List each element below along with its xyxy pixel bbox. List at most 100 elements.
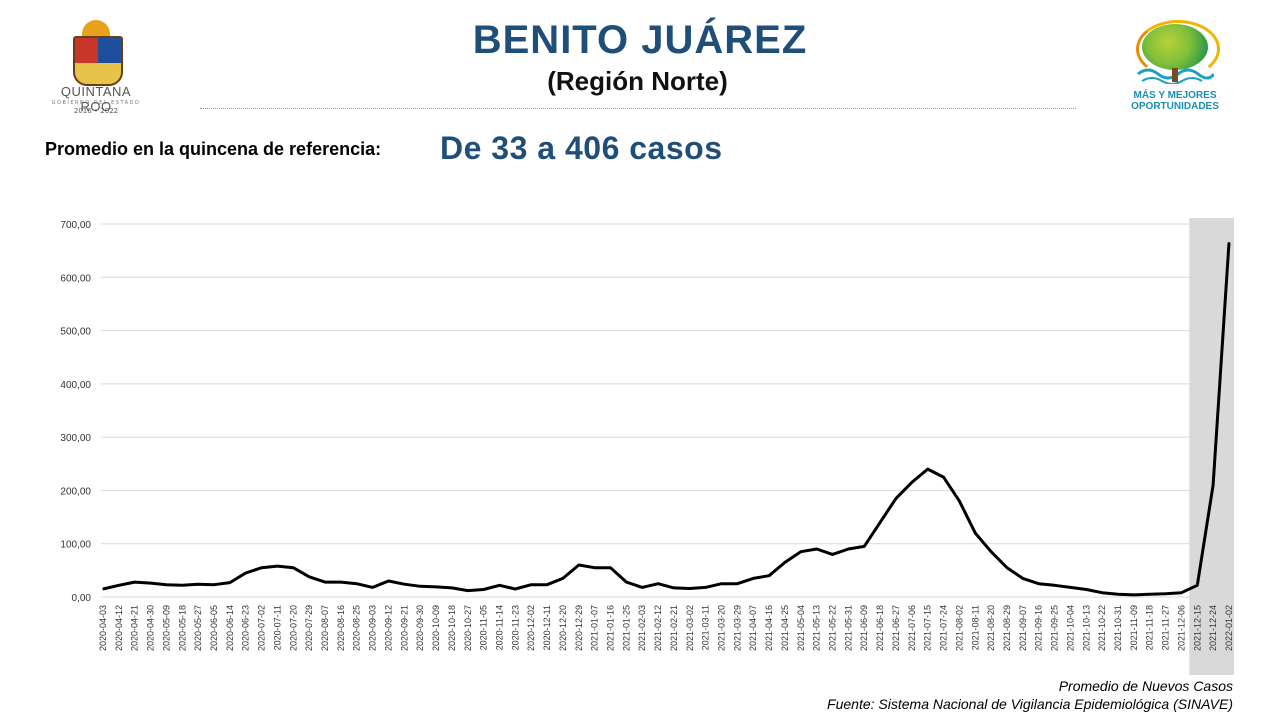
x-tick-label: 2021-05-22 — [828, 605, 838, 651]
data-point — [133, 581, 136, 583]
data-point — [1212, 484, 1214, 486]
data-point — [276, 565, 279, 567]
x-tick-label: 2021-05-31 — [843, 605, 853, 651]
data-point — [609, 566, 612, 569]
data-point — [895, 497, 897, 500]
x-tick-label: 2021-12-24 — [1208, 605, 1218, 651]
data-point — [784, 561, 786, 564]
data-point — [229, 581, 231, 584]
data-point — [1022, 577, 1024, 580]
data-point — [451, 587, 453, 589]
logo-left-years: 2016 • 2022 — [73, 107, 119, 115]
waves-icon — [1137, 68, 1214, 84]
data-point — [181, 584, 184, 587]
data-point — [498, 584, 501, 587]
data-point — [1133, 594, 1135, 596]
logo-right-line1: MÁS Y MEJORES — [1133, 90, 1217, 101]
data-point — [942, 476, 945, 478]
y-tick-label: 500,00 — [60, 327, 91, 338]
x-tick-label: 2020-10-27 — [463, 605, 473, 651]
data-point — [958, 500, 961, 502]
data-point — [197, 583, 199, 586]
x-tick-label: 2021-07-15 — [923, 605, 933, 651]
x-tick-label: 2021-03-02 — [685, 605, 695, 651]
x-tick-label: 2021-03-29 — [732, 605, 742, 651]
x-tick-label: 2020-07-29 — [304, 605, 314, 651]
x-tick-label: 2020-04-12 — [114, 605, 124, 651]
y-tick-label: 600,00 — [60, 273, 91, 284]
x-tick-label: 2020-12-20 — [558, 605, 568, 651]
sun-emblem — [82, 20, 110, 38]
quintana-roo-logo: QUINTANA ROO GOBIERNO DEL ESTADO 2016 • … — [44, 18, 148, 115]
data-point — [102, 588, 104, 590]
data-point — [768, 574, 770, 577]
data-point — [673, 587, 675, 589]
x-tick-label: 2021-06-09 — [859, 605, 869, 651]
x-tick-label: 2020-05-18 — [177, 605, 187, 651]
data-point — [1101, 591, 1103, 594]
data-point — [625, 581, 628, 583]
data-point — [546, 583, 548, 586]
x-tick-label: 2020-04-30 — [146, 605, 156, 651]
x-tick-label: 2021-10-13 — [1081, 605, 1091, 651]
data-point — [974, 532, 977, 534]
x-tick-label: 2021-08-20 — [986, 605, 996, 651]
x-tick-label: 2021-11-18 — [1145, 605, 1155, 650]
x-tick-label: 2021-09-07 — [1018, 605, 1028, 651]
x-tick-label: 2021-03-11 — [701, 605, 711, 650]
data-point — [641, 586, 644, 589]
x-tick-label: 2021-10-31 — [1113, 605, 1123, 651]
x-tick-label: 2020-08-07 — [320, 605, 330, 651]
x-tick-label: 2020-06-23 — [241, 605, 251, 651]
x-tick-label: 2020-07-02 — [257, 605, 267, 651]
x-tick-label: 2020-12-02 — [526, 605, 536, 651]
data-point — [514, 588, 517, 590]
x-tick-label: 2021-01-07 — [590, 605, 600, 651]
series-line — [102, 242, 1231, 597]
data-point — [657, 582, 659, 585]
x-tick-label: 2020-06-05 — [209, 605, 219, 651]
data-point — [926, 468, 929, 470]
data-point — [1085, 588, 1088, 591]
x-tick-label: 2021-07-06 — [907, 605, 917, 651]
x-tick-label: 2020-07-20 — [288, 605, 298, 651]
x-tick-label: 2020-04-03 — [98, 605, 108, 651]
mas-oportunidades-logo: MÁS Y MEJORES OPORTUNIDADES — [1122, 20, 1228, 116]
x-tick-label: 2021-02-21 — [669, 605, 679, 651]
logo-right-line2: OPORTUNIDADES — [1131, 101, 1219, 112]
data-point — [149, 582, 152, 584]
source-text: Fuente: Sistema Nacional de Vigilancia E… — [827, 696, 1233, 712]
x-tick-label: 2021-12-15 — [1192, 605, 1202, 651]
x-tick-label: 2020-04-21 — [130, 605, 140, 651]
page-title: BENITO JUÁREZ — [472, 18, 808, 62]
data-point — [466, 589, 469, 592]
x-tick-label: 2021-11-27 — [1161, 605, 1171, 650]
data-point — [1228, 241, 1230, 244]
x-tick-label: 2021-05-04 — [796, 605, 806, 651]
data-point — [752, 577, 755, 580]
data-point — [213, 583, 215, 586]
x-tick-label: 2021-10-04 — [1065, 605, 1075, 651]
data-point — [371, 586, 374, 589]
x-tick-label: 2021-12-06 — [1176, 605, 1186, 651]
x-tick-label: 2020-05-27 — [193, 605, 203, 651]
x-tick-label: 2020-11-14 — [494, 605, 504, 650]
x-tick-label: 2021-08-29 — [1002, 605, 1012, 651]
data-point — [355, 582, 358, 585]
data-point — [577, 564, 580, 566]
x-tick-label: 2021-06-18 — [875, 605, 885, 651]
data-point — [879, 521, 881, 524]
x-tick-label: 2021-06-27 — [891, 605, 901, 651]
data-point — [419, 585, 421, 588]
y-tick-label: 300,00 — [60, 433, 91, 444]
data-point — [863, 545, 866, 548]
x-tick-label: 2021-04-16 — [764, 605, 774, 651]
data-point — [530, 583, 532, 586]
x-tick-label: 2020-09-30 — [415, 605, 425, 651]
x-tick-label: 2021-10-22 — [1097, 605, 1107, 651]
data-point — [1148, 593, 1151, 596]
x-tick-label: 2021-01-25 — [621, 605, 631, 651]
data-point — [593, 566, 596, 569]
x-tick-label: 2021-02-03 — [637, 605, 647, 651]
data-point — [704, 586, 707, 589]
